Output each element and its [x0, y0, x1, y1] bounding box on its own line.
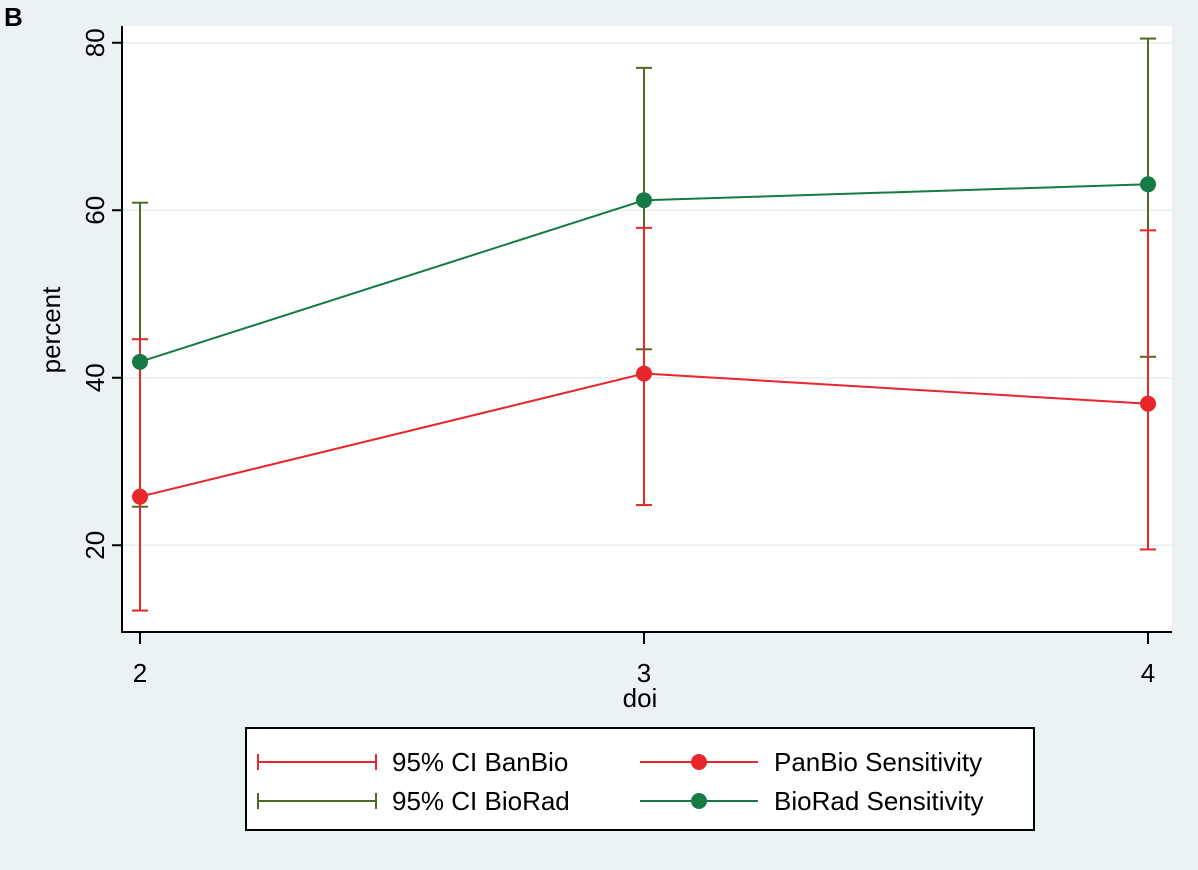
legend-box: [245, 727, 1035, 831]
data-point-biorad-1: [636, 192, 652, 209]
axes: [121, 26, 1172, 633]
x-tick-label-2: 2: [133, 658, 147, 688]
y-tick-label-20: 20: [80, 531, 110, 560]
data-point-biorad-2: [1140, 176, 1156, 193]
y-tick-label-60: 60: [80, 196, 110, 225]
y-axis-title: percent: [36, 286, 66, 373]
x-ticks: 2 3 4: [133, 632, 1155, 688]
legend-label-panbio: PanBio Sensitivity: [774, 747, 982, 777]
data-point-panbio-0: [132, 488, 148, 505]
y-tick-label-80: 80: [80, 28, 110, 57]
y-ticks: 20 40 60 80: [80, 28, 122, 560]
series-points: [132, 176, 1156, 505]
x-axis-title: doi: [623, 683, 658, 713]
data-point-panbio-2: [1140, 395, 1156, 412]
panel-label: B: [4, 2, 23, 32]
plot-area: [122, 26, 1172, 631]
data-point-panbio-1: [636, 365, 652, 382]
legend-biorad-marker: [691, 793, 707, 809]
legend-label-ci-biorad: 95% CI BioRad: [392, 786, 570, 816]
legend: 95% CI BanBio PanBio Sensitivity 95% CI …: [245, 727, 1035, 831]
data-point-biorad-0: [132, 353, 148, 370]
legend-label-biorad: BioRad Sensitivity: [774, 786, 984, 816]
legend-panbio-marker: [691, 754, 707, 770]
x-tick-label-3: 3: [637, 658, 651, 688]
legend-label-ci-panbio: 95% CI BanBio: [392, 747, 568, 777]
x-tick-label-4: 4: [1141, 658, 1155, 688]
y-tick-label-40: 40: [80, 363, 110, 392]
